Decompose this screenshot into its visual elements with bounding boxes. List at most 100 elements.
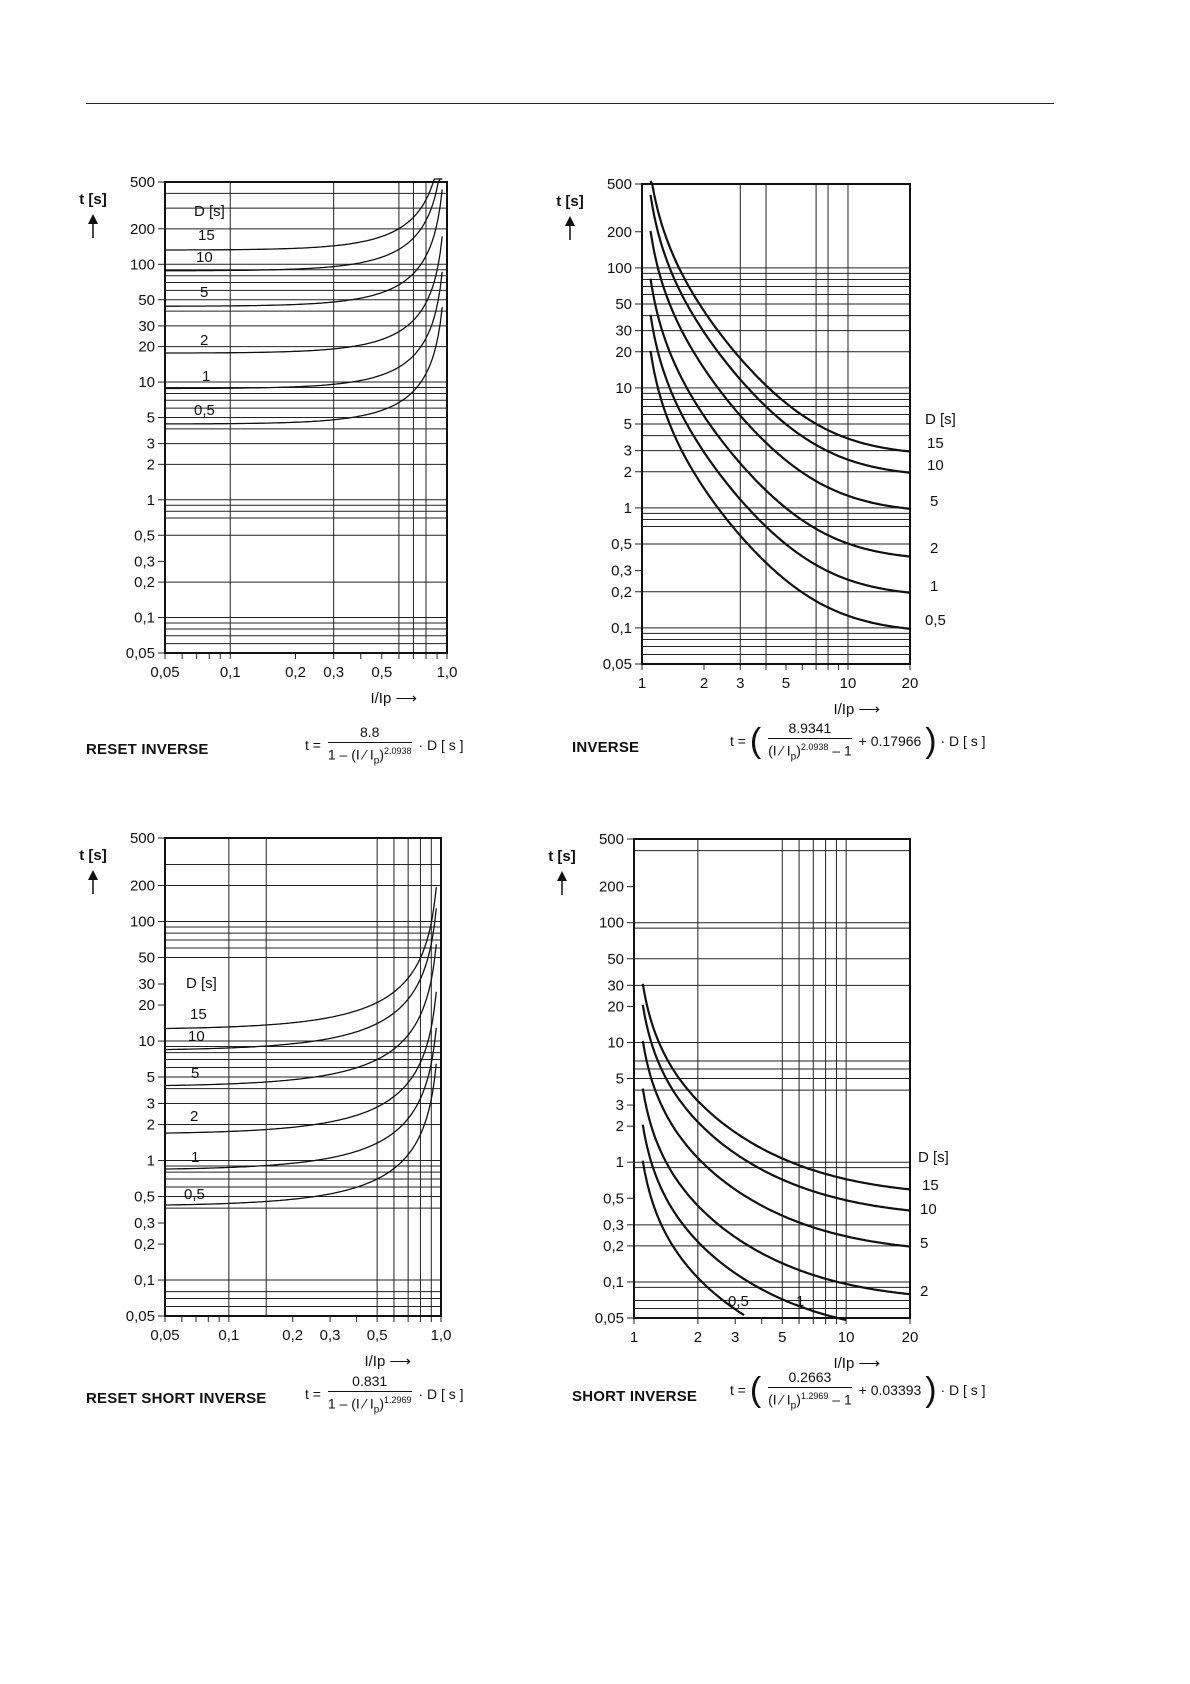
formula-fraction: 0.831 1 – (I ∕ Ip)1.2969 [327,1373,412,1416]
x-tick-label: 5 [782,675,790,692]
curve-D-5 [165,944,437,1087]
chart-reset-inverse: 500 200 100 50 30 20 10 5 3 2 1 0,5 0,3 0,2 0,1 0,05 0,0… [0,0,595,760]
y-tick-label: 500 [607,176,632,193]
y-tick-label: 5 [616,1071,624,1088]
formula-denominator: (I ∕ Ip)2.0938 – 1 [768,742,852,763]
y-tick-label: 2 [147,456,155,473]
curve-D-5 [641,1040,911,1248]
curve-D-2 [641,1088,911,1296]
x-axis-label: I/Ip ⟶ [364,1353,411,1370]
curve-label: 1 [191,1149,199,1166]
formula-short-inverse: t = ( 0.2663 (I ∕ Ip)1.2969 – 1 + 0.0339… [730,1369,986,1411]
y-tick-label: 0,5 [134,527,155,544]
y-tick-label: 10 [138,1033,155,1050]
y-tick-label: 2 [616,1118,624,1135]
x-tick-label: 1,0 [437,664,458,681]
y-tick-label: 500 [130,830,155,847]
chart-short-inverse: 500 200 100 50 30 20 10 5 3 2 1 0,5 0,3 0,2 0,1 0,05 1 2 3… [548,831,949,1372]
page-header-rule [86,103,1054,104]
x-tick-label: 0,05 [150,1327,179,1344]
caption-reset-inverse: RESET INVERSE [86,741,209,758]
curve-label: 2 [920,1283,928,1300]
x-tick-label: 0,3 [323,664,344,681]
curve-D-2 [165,991,437,1134]
y-tick-label: 2 [624,464,632,481]
formula-offset: + 0.03393 [858,1382,922,1399]
y-tick-label: 0,2 [611,584,632,601]
curve-label: 2 [200,332,208,349]
x-tick-label: 2 [700,675,708,692]
y-tick-label: 200 [607,224,632,241]
curve-label: 15 [922,1177,939,1194]
curve-D-2 [165,236,443,354]
curve-label: 2 [190,1108,198,1125]
x-tick-label: 20 [902,675,919,692]
curve-D-10 [165,178,443,272]
curve-label: 1 [930,578,938,595]
formula-denominator: 1 – (I ∕ Ip)1.2969 [327,1395,412,1416]
y-tick-label: 3 [624,443,632,460]
x-axis-label: I/Ip ⟶ [370,690,417,707]
curve-label: 15 [198,227,215,244]
x-tick-label: 1 [638,675,646,692]
curve-label: 10 [196,249,213,266]
y-tick-label: 3 [147,436,155,453]
y-tick-label: 0,1 [603,1274,624,1291]
x-tick-label: 0,5 [371,664,392,681]
x-tick-label: 0,05 [150,664,179,681]
y-tick-label: 0,05 [603,656,632,673]
x-tick-label: 0,1 [220,664,241,681]
y-tick-label: 0,3 [611,563,632,580]
curve-label: 0,5 [728,1293,749,1310]
x-tick-label: 1,0 [431,1327,452,1344]
y-tick-label: 3 [147,1096,155,1113]
y-tick-label: 0,3 [134,1215,155,1232]
legend-title: D [s] [194,203,225,220]
x-axis-label: I/Ip ⟶ [833,1355,880,1372]
y-axis-label: t [s] [548,848,576,865]
y-tick-label: 0,3 [134,553,155,570]
y-tick-label: 500 [599,831,624,848]
y-tick-label: 30 [138,976,155,993]
curve-D-10 [649,194,911,474]
formula-t: t = [730,1382,746,1399]
formula-offset: + 0.17966 [858,733,922,750]
curve-D-1 [164,1027,437,1170]
up-arrow-icon [565,216,575,226]
x-tick-label: 1 [630,1329,638,1346]
y-tick-label: 20 [615,344,632,361]
formula-suffix: · D [ s ] [418,737,464,754]
chart-inverse: 500 200 100 50 30 20 10 5 3 2 1 0,5 0,3 0,2 0,1 0,05 1 2 3… [0,0,1190,760]
curve-label: 10 [927,457,944,474]
y-tick-label: 0,1 [134,610,155,627]
chart-svg: 500 200 100 50 30 20 10 5 3 2 1 0,5 0,3 0,2 0,1 0,05 1 2 3… [548,831,949,1372]
formula-numerator: 8.8 [327,724,412,743]
curve-D-0-5 [649,350,911,630]
legend-title: D [s] [918,1149,949,1166]
chart-svg: 500 200 100 50 30 20 10 5 3 2 1 0,5 0,3 0,2 0,1 0,05 0,0… [79,174,458,707]
formula-denominator: 1 – (I ∕ Ip)2.0938 [327,746,412,767]
caption-inverse: INVERSE [572,739,640,756]
formula-reset-inverse: t = 8.8 1 – (I ∕ Ip)2.0938 · D [ s ] [305,724,464,766]
y-tick-label: 1 [624,500,632,517]
chart-reset-short-inverse: 500 200 100 50 30 20 10 5 3 2 1 0,5 0,3 0,2 0,1 0,05 0,0… [0,0,595,1420]
formula-t: t = [305,1386,321,1403]
y-tick-label: 200 [130,878,155,895]
y-tick-label: 0,1 [611,620,632,637]
formula-t: t = [305,737,321,754]
y-tick-label: 200 [599,879,624,896]
curve-label: 1 [796,1293,804,1310]
right-paren-icon: ) [925,722,937,761]
y-tick-label: 1 [616,1154,624,1171]
curve-D-1 [165,271,443,390]
formula-suffix: · D [ s ] [418,1386,464,1403]
y-tick-label: 0,5 [134,1189,155,1206]
y-tick-label: 100 [607,260,632,277]
x-tick-label: 2 [694,1329,702,1346]
curve-D-2 [649,278,911,558]
right-paren-icon: ) [925,1371,937,1410]
formula-t: t = [730,733,746,750]
formula-fraction: 0.2663 (I ∕ Ip)1.2969 – 1 [768,1369,852,1411]
x-tick-label: 5 [778,1329,786,1346]
x-tick-label: 0,3 [320,1327,341,1344]
